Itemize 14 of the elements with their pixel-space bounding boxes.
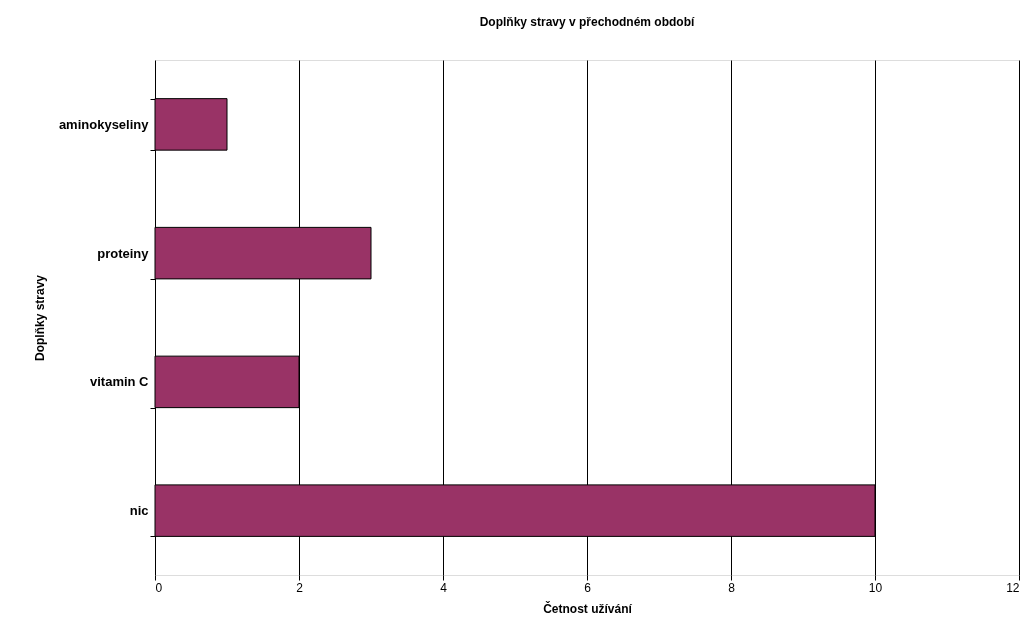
y-tick-label: nic xyxy=(129,503,149,519)
x-tick-label: 0 xyxy=(155,580,163,595)
x-tick-label: 6 xyxy=(584,580,592,595)
x-tick-label: 2 xyxy=(296,580,304,595)
x-axis-title: Četnost užívání xyxy=(543,600,633,616)
y-axis-title: Doplňky stravy xyxy=(32,274,47,362)
chart-title: Doplňky stravy v přechodném období xyxy=(479,15,696,29)
y-tick-label: vitamin C xyxy=(89,374,150,390)
x-tick-label: 10 xyxy=(868,580,883,595)
x-tick-label: 8 xyxy=(728,580,736,595)
y-tick-label: aminokyseliny xyxy=(58,116,150,132)
y-tick-label: proteiny xyxy=(97,245,150,261)
x-tick-label: 12 xyxy=(1006,580,1020,595)
x-tick-label: 4 xyxy=(440,580,448,595)
